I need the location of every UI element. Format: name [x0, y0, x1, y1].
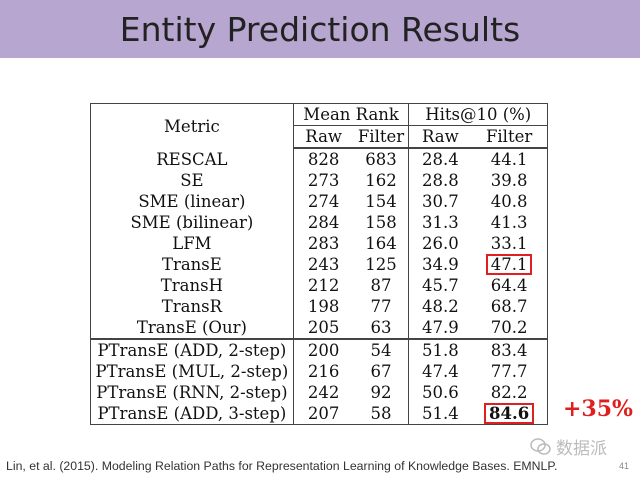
- mean-rank-raw-cell: 828: [307, 150, 340, 169]
- method-cell: TransE (Our): [91, 317, 294, 339]
- improvement-label: +35%: [563, 396, 633, 422]
- table-row: PTransE (ADD, 3-step) 207 58 51.4 84.6: [91, 403, 547, 424]
- table-row: SE 273 162 28.8 39.8: [91, 170, 547, 191]
- hits-raw-cell: 34.9: [421, 255, 459, 274]
- hits-filter-cell: 82.2: [490, 383, 528, 402]
- hits-raw-cell: 51.8: [408, 338, 472, 361]
- mean-rank-raw-cell: 207: [307, 404, 340, 423]
- hits-raw-cell: 47.4: [421, 362, 459, 381]
- slide-title: Entity Prediction Results: [119, 10, 521, 49]
- header-hits-filter: Filter: [471, 125, 547, 149]
- header-mr-filter: Filter: [353, 125, 410, 149]
- mean-rank-raw-cell: 243: [307, 255, 340, 274]
- mean-rank-filter-cell: 67: [353, 361, 410, 382]
- method-cell: LFM: [91, 233, 294, 254]
- mean-rank-filter-cell: 63: [353, 317, 410, 339]
- hits-filter-cell: 84.6: [471, 403, 547, 424]
- hits-raw-cell: 26.0: [421, 234, 459, 253]
- header-hits-raw: Raw: [408, 125, 472, 149]
- method-cell: RESCAL: [91, 148, 294, 170]
- hits-raw-cell: 28.8: [421, 171, 459, 190]
- table-row: RESCAL 828 683 28.4 44.1: [91, 148, 547, 170]
- mean-rank-raw-cell: 216: [307, 362, 340, 381]
- mean-rank-filter-cell: 54: [353, 338, 410, 361]
- method-cell: SME (bilinear): [91, 212, 294, 233]
- mean-rank-raw-cell: 283: [307, 234, 340, 253]
- hits-filter-cell: 68.7: [490, 297, 528, 316]
- mean-rank-raw-cell: 273: [307, 171, 340, 190]
- method-cell: PTransE (MUL, 2-step): [91, 361, 294, 382]
- hits-raw-cell: 30.7: [421, 192, 459, 211]
- hits-filter-cell: 83.4: [471, 338, 547, 361]
- table-border: [90, 103, 548, 425]
- mean-rank-raw-cell: 198: [307, 297, 340, 316]
- mean-rank-filter-cell: 164: [353, 233, 410, 254]
- mean-rank-filter-cell: 683: [353, 148, 410, 170]
- hits-filter-cell: 77.7: [490, 362, 528, 381]
- mean-rank-raw-cell: 205: [307, 318, 340, 337]
- method-cell: TransE: [91, 254, 294, 275]
- hits-filter-cell: 40.8: [490, 192, 528, 211]
- header-metric: Metric: [91, 104, 294, 148]
- method-cell: SE: [91, 170, 294, 191]
- hits-raw-cell: 28.4: [421, 150, 459, 169]
- table-row: TransE (Our) 205 63 47.9 70.2: [91, 317, 547, 339]
- title-bar: [0, 0, 640, 58]
- hits-filter-cell: 41.3: [490, 213, 528, 232]
- header-mr-raw: Raw: [293, 125, 354, 149]
- mean-rank-filter-cell: 154: [353, 191, 410, 212]
- mean-rank-filter-cell: 87: [353, 275, 410, 296]
- citation: Lin, et al. (2015). Modeling Relation Pa…: [6, 459, 558, 473]
- table-subheader-row: Raw Filter Raw Filter: [91, 125, 547, 149]
- table-row: TransH 212 87 45.7 64.4: [91, 275, 547, 296]
- chat-bubble-icon: [530, 437, 551, 455]
- mean-rank-filter-cell: 92: [353, 382, 410, 403]
- table-row: PTransE (ADD, 2-step) 200 54 51.8 83.4: [91, 338, 547, 361]
- watermark-text: 数据派: [556, 439, 607, 459]
- header-mean-rank: Mean Rank: [293, 104, 410, 126]
- hits-filter-cell: 47.1: [471, 254, 547, 275]
- hits-filter-cell: 33.1: [490, 234, 528, 253]
- mean-rank-filter-cell: 125: [353, 254, 410, 275]
- mean-rank-raw-cell: 284: [307, 213, 340, 232]
- table-header-row: Metric Mean Rank Hits@10 (%): [91, 104, 547, 148]
- hits-filter-cell: 44.1: [490, 150, 528, 169]
- mean-rank-filter-cell: 158: [353, 212, 410, 233]
- table-row: TransE 243 125 34.9 47.1: [91, 254, 547, 275]
- hits-filter-cell: 64.4: [490, 276, 528, 295]
- method-cell: PTransE (ADD, 2-step): [91, 338, 294, 361]
- page-number: 41: [619, 461, 630, 471]
- method-cell: PTransE (ADD, 3-step): [91, 403, 294, 424]
- hits-raw-cell: 31.3: [421, 213, 459, 232]
- hits-raw-cell: 45.7: [421, 276, 459, 295]
- watermark: 数据派: [530, 434, 607, 459]
- header-hits-at-10: Hits@10 (%): [408, 104, 547, 126]
- mean-rank-raw-cell: 200: [293, 338, 354, 361]
- highlight-box-transe: 47.1: [485, 254, 533, 275]
- method-cell: TransR: [91, 296, 294, 317]
- table-row: TransR 198 77 48.2 68.7: [91, 296, 547, 317]
- hits-raw-cell: 51.4: [421, 404, 459, 423]
- hits-raw-cell: 48.2: [421, 297, 459, 316]
- hits-raw-cell: 50.6: [421, 383, 459, 402]
- highlight-box-ptranse: 84.6: [484, 403, 535, 424]
- method-cell: PTransE (RNN, 2-step): [91, 382, 294, 403]
- mean-rank-filter-cell: 77: [353, 296, 410, 317]
- table-row: PTransE (RNN, 2-step) 242 92 50.6 82.2: [91, 382, 547, 403]
- mean-rank-raw-cell: 274: [307, 192, 340, 211]
- hits-raw-cell: 47.9: [421, 318, 459, 337]
- mean-rank-raw-cell: 212: [307, 276, 340, 295]
- table-row: SME (linear) 274 154 30.7 40.8: [91, 191, 547, 212]
- table-row: LFM 283 164 26.0 33.1: [91, 233, 547, 254]
- mean-rank-filter-cell: 162: [353, 170, 410, 191]
- mean-rank-filter-cell: 58: [353, 403, 410, 424]
- mean-rank-raw-cell: 242: [307, 383, 340, 402]
- table-row: PTransE (MUL, 2-step) 216 67 47.4 77.7: [91, 361, 547, 382]
- method-cell: TransH: [91, 275, 294, 296]
- hits-filter-cell: 70.2: [490, 318, 528, 337]
- method-cell: SME (linear): [91, 191, 294, 212]
- results-table: Metric Mean Rank Hits@10 (%) Raw Filter …: [91, 104, 547, 424]
- hits-filter-cell: 39.8: [490, 171, 528, 190]
- table-row: SME (bilinear) 284 158 31.3 41.3: [91, 212, 547, 233]
